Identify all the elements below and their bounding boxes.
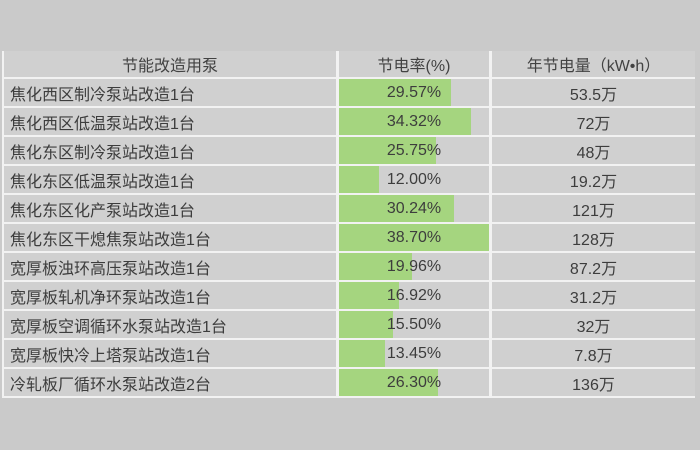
data-bar	[339, 137, 436, 164]
data-bar	[339, 369, 438, 396]
column-header-rate: 节电率(%)	[336, 51, 489, 77]
data-bar	[339, 311, 394, 338]
table-row: 冷轧板厂循环水泵站改造2台 26.30% 136万	[4, 369, 695, 398]
pump-name-cell: 宽厚板快冷上塔泵站改造1台	[10, 347, 211, 365]
annual-saving-cell: 19.2万	[489, 166, 695, 193]
annual-saving-cell: 31.2万	[489, 282, 695, 309]
column-header-pump: 节能改造用泵	[121, 58, 218, 75]
table-body: 焦化西区制冷泵站改造1台 29.57% 53.5万焦化西区低温泵站改造1台 34.32…	[4, 79, 695, 398]
table-row: 焦化东区化产泵站改造1台 30.24% 121万	[4, 195, 695, 224]
table-row: 宽厚板浊环高压泵站改造1台 19.96% 87.2万	[4, 253, 695, 282]
data-bar	[339, 340, 386, 367]
saving-rate-value: 19.96%	[386, 257, 442, 275]
table-row: 焦化东区制冷泵站改造1台 25.75% 48万	[4, 137, 695, 166]
column-header-annual: 年节电量（kW•h）	[489, 51, 695, 77]
table-region: 节能改造用泵 节电率(%) 年节电量（kW•h） 焦化西区制冷泵站改造1台 29.…	[2, 51, 695, 398]
saving-rate-cell: 29.57%	[336, 79, 489, 106]
saving-rate-value: 15.50%	[386, 315, 442, 333]
annual-saving-cell: 32万	[489, 311, 695, 338]
data-bar	[339, 108, 471, 135]
pump-name-cell: 焦化西区低温泵站改造1台	[10, 115, 195, 133]
annual-saving-cell: 87.2万	[489, 253, 695, 280]
pump-name-cell: 宽厚板轧机净环泵站改造1台	[10, 289, 211, 307]
data-bar	[339, 79, 452, 106]
table-row: 焦化西区低温泵站改造1台 34.32% 72万	[4, 108, 695, 137]
saving-rate-value: 12.00%	[386, 170, 442, 188]
annual-saving-cell: 53.5万	[489, 79, 695, 106]
saving-rate-cell: 34.32%	[336, 108, 489, 135]
saving-rate-value: 13.45%	[386, 344, 442, 362]
table-row: 宽厚板轧机净环泵站改造1台 16.92% 31.2万	[4, 282, 695, 311]
data-bar	[339, 282, 400, 309]
pump-name-cell: 焦化东区干熄焦泵站改造1台	[10, 231, 211, 249]
data-bar	[339, 253, 412, 280]
annual-saving-cell: 72万	[489, 108, 695, 135]
saving-rate-value: 16.92%	[386, 286, 442, 304]
table-row: 焦化东区干熄焦泵站改造1台 38.70% 128万	[4, 224, 695, 253]
saving-rate-cell: 12.00%	[336, 166, 489, 193]
data-bar	[339, 224, 489, 251]
pump-name-cell: 焦化东区低温泵站改造1台	[10, 173, 195, 191]
saving-rate-value: 26.30%	[386, 373, 442, 391]
saving-rate-cell: 16.92%	[336, 282, 489, 309]
table-row: 焦化西区制冷泵站改造1台 29.57% 53.5万	[4, 79, 695, 108]
annual-saving-cell: 48万	[489, 137, 695, 164]
data-bar	[339, 166, 380, 193]
pump-name-cell: 宽厚板空调循环水泵站改造1台	[10, 318, 227, 336]
pump-name-cell: 焦化东区制冷泵站改造1台	[10, 144, 195, 162]
saving-rate-value: 34.32%	[386, 112, 442, 130]
saving-rate-cell: 19.96%	[336, 253, 489, 280]
saving-rate-cell: 25.75%	[336, 137, 489, 164]
pump-name-cell: 焦化西区制冷泵站改造1台	[10, 86, 195, 104]
table-row: 宽厚板空调循环水泵站改造1台 15.50% 32万	[4, 311, 695, 340]
pump-name-cell: 焦化东区化产泵站改造1台	[10, 202, 195, 220]
data-bar	[339, 195, 455, 222]
saving-rate-cell: 15.50%	[336, 311, 489, 338]
pump-name-cell: 冷轧板厂循环水泵站改造2台	[10, 376, 211, 394]
pump-name-cell: 宽厚板浊环高压泵站改造1台	[10, 260, 211, 278]
saving-rate-value: 25.75%	[386, 141, 442, 159]
annual-saving-cell: 121万	[489, 195, 695, 222]
saving-rate-value: 29.57%	[386, 83, 442, 101]
saving-rate-value: 30.24%	[386, 199, 442, 217]
annual-saving-cell: 136万	[489, 369, 695, 396]
saving-rate-cell: 26.30%	[336, 369, 489, 396]
table-row: 焦化东区低温泵站改造1台 12.00% 19.2万	[4, 166, 695, 195]
saving-rate-value: 38.70%	[386, 228, 442, 246]
saving-rate-cell: 38.70%	[336, 224, 489, 251]
annual-saving-cell: 128万	[489, 224, 695, 251]
annual-saving-cell: 7.8万	[489, 340, 695, 367]
saving-rate-cell: 13.45%	[336, 340, 489, 367]
table-row: 宽厚板快冷上塔泵站改造1台 13.45% 7.8万	[4, 340, 695, 369]
table-header-row: 节能改造用泵 节电率(%) 年节电量（kW•h）	[4, 51, 695, 79]
saving-rate-cell: 30.24%	[336, 195, 489, 222]
